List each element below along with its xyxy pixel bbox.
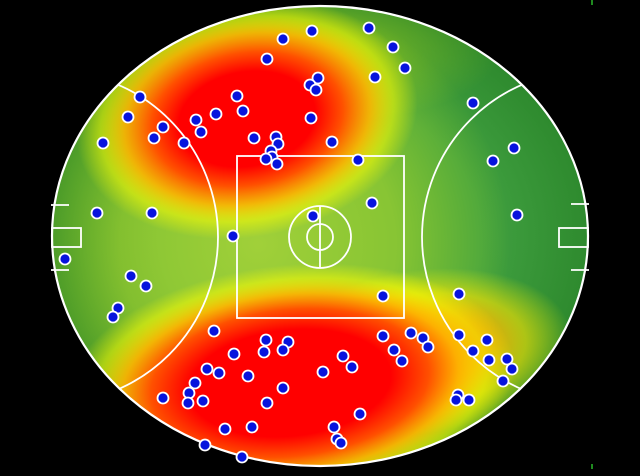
data-point — [247, 131, 261, 145]
data-point — [334, 436, 348, 450]
data-point — [452, 328, 466, 342]
data-point — [395, 354, 409, 368]
data-point — [181, 396, 195, 410]
data-point — [452, 287, 466, 301]
data-point — [368, 70, 382, 84]
data-point — [336, 349, 350, 363]
data-point — [386, 40, 400, 54]
data-point — [96, 136, 110, 150]
data-point — [270, 157, 284, 171]
data-point — [362, 21, 376, 35]
data-point — [241, 369, 255, 383]
data-point — [260, 396, 274, 410]
data-point — [235, 450, 249, 464]
data-point — [486, 154, 500, 168]
data-point — [327, 420, 341, 434]
data-point — [507, 141, 521, 155]
data-point — [145, 206, 159, 220]
left-50m-arc — [52, 70, 219, 404]
data-point — [198, 438, 212, 452]
data-point — [376, 289, 390, 303]
data-point — [304, 111, 318, 125]
data-point — [188, 376, 202, 390]
stray-tick-mark — [591, 0, 593, 5]
data-point — [505, 362, 519, 376]
data-point — [376, 329, 390, 343]
data-point — [387, 343, 401, 357]
data-point — [124, 269, 138, 283]
data-point — [466, 96, 480, 110]
data-point — [230, 89, 244, 103]
data-point — [260, 52, 274, 66]
data-point — [353, 407, 367, 421]
data-point — [236, 104, 250, 118]
data-point — [449, 393, 463, 407]
data-point — [177, 136, 191, 150]
data-point — [90, 206, 104, 220]
data-point — [58, 252, 72, 266]
data-point — [309, 83, 323, 97]
data-point — [398, 61, 412, 75]
data-points-group — [58, 21, 524, 464]
data-point — [257, 345, 271, 359]
data-point — [139, 279, 153, 293]
data-point — [482, 353, 496, 367]
data-point — [133, 90, 147, 104]
data-point — [345, 360, 359, 374]
data-point — [259, 333, 273, 347]
data-point — [500, 352, 514, 366]
data-point — [316, 365, 330, 379]
data-point — [365, 196, 379, 210]
data-point — [227, 347, 241, 361]
data-point — [212, 366, 226, 380]
data-point — [200, 362, 214, 376]
data-point — [276, 32, 290, 46]
data-point — [156, 120, 170, 134]
data-point — [207, 324, 221, 338]
data-point — [305, 24, 319, 38]
stray-tick-mark — [591, 464, 593, 469]
data-point — [276, 343, 290, 357]
heat-layer — [76, 6, 418, 239]
data-point — [209, 107, 223, 121]
data-point — [306, 209, 320, 223]
data-point — [259, 152, 273, 166]
data-point — [226, 229, 240, 243]
data-point — [325, 135, 339, 149]
right-goal-square — [558, 227, 589, 248]
data-point — [196, 394, 210, 408]
data-point — [218, 422, 232, 436]
data-point — [480, 333, 494, 347]
data-point — [510, 208, 524, 222]
data-point — [121, 110, 135, 124]
data-point — [194, 125, 208, 139]
data-point — [462, 393, 476, 407]
left-goal-square — [51, 227, 82, 248]
data-point — [404, 326, 418, 340]
data-point — [466, 344, 480, 358]
data-point — [496, 374, 510, 388]
data-point — [311, 71, 325, 85]
data-point — [147, 131, 161, 145]
right-50m-arc — [421, 70, 588, 404]
data-point — [106, 310, 120, 324]
data-point — [421, 340, 435, 354]
data-point — [245, 420, 259, 434]
data-point — [156, 391, 170, 405]
data-point — [276, 381, 290, 395]
data-point — [351, 153, 365, 167]
data-point — [189, 113, 203, 127]
